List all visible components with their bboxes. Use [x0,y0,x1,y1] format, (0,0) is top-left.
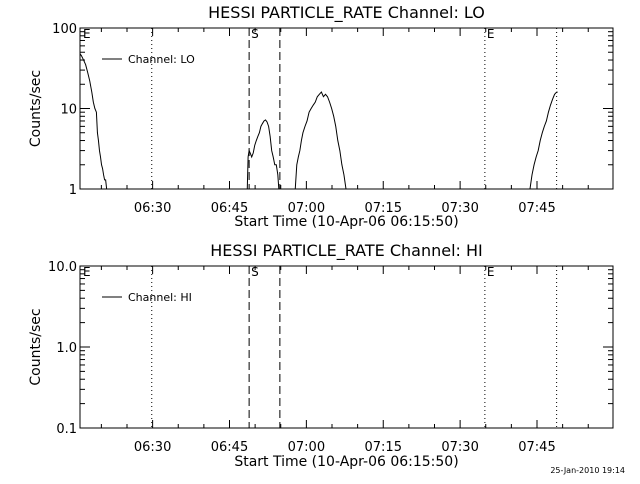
chart-panel-2: HESSI PARTICLE_RATE Channel: HI 06:30 06:4… [28,241,614,470]
y-axis-label: Counts/sec [28,70,44,147]
x-tick-label: 07:45 [518,201,555,216]
x-axis-label: Start Time (10-Apr-06 06:15:50) [234,454,458,470]
x-tick-label: 07:15 [365,440,402,455]
chart-panel-1: HESSI PARTICLE_RATE Channel: LO 06:30 06:4… [28,3,614,230]
x-tick-label: 07:30 [441,440,478,455]
x-tick-label: 06:45 [211,201,248,216]
marker-label: E [487,265,495,279]
x-tick-label: 07:00 [288,201,325,216]
y-tick-label: 10 [60,103,77,118]
x-tick-label: 07:15 [365,201,402,216]
series-line-4 [529,91,558,189]
marker-label: E [83,27,91,41]
y-tick-label: 10.0 [48,260,77,275]
x-tick-label: 06:30 [134,440,171,455]
x-tick-label: 07:30 [441,201,478,216]
y-tick-label: 1 [69,183,77,198]
marker-label: E [487,27,495,41]
y-axis-label: Counts/sec [28,308,44,385]
legend-label: Channel: HI [128,291,192,304]
marker-label: E [83,265,91,279]
x-tick-label: 06:45 [211,440,248,455]
series-line-1 [80,53,109,189]
chart-title: HESSI PARTICLE_RATE Channel: LO [208,3,485,23]
x-tick-label: 07:45 [518,440,555,455]
chart-title: HESSI PARTICLE_RATE Channel: HI [210,241,483,261]
legend-label: Channel: LO [128,53,195,66]
marker-label: S [251,27,259,41]
x-tick-label: 07:00 [288,440,325,455]
y-tick-label: 100 [52,22,77,37]
marker-label: S [251,265,259,279]
x-axis-label: Start Time (10-Apr-06 06:15:50) [234,214,458,230]
footer-timestamp: 25-Jan-2010 19:14 [550,466,625,475]
y-tick-label: 1.0 [56,341,77,356]
x-tick-label: 06:30 [134,201,171,216]
series-line-2 [246,119,280,189]
series-line-3 [288,91,347,189]
y-tick-label: 0.1 [56,422,77,437]
